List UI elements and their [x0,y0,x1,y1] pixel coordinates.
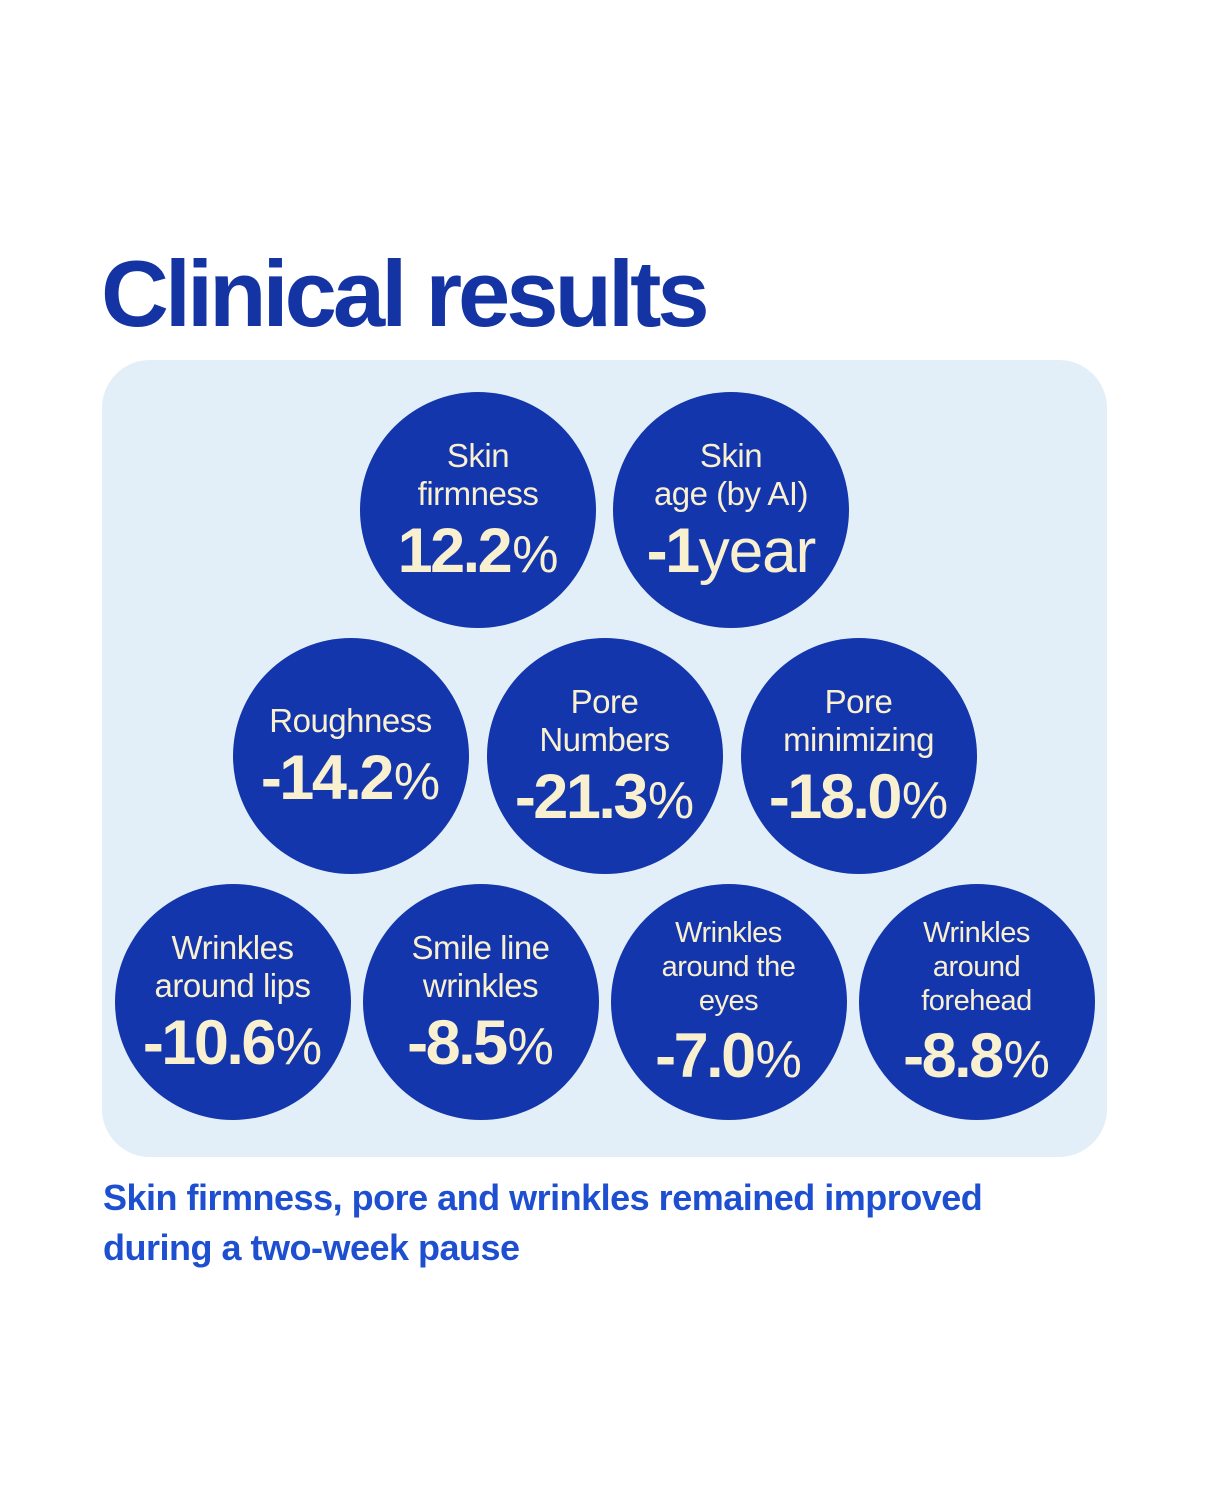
stat-bubble-roughness: Roughness -14.2% [232,638,469,874]
stat-label: Roughness [269,701,432,739]
stat-number: -8.8 [903,1021,1004,1092]
stat-number: -21.3 [514,762,649,833]
stat-number: -1 [646,516,701,587]
stat-unit: % [507,1018,554,1077]
stat-bubble-skin-age: Skin age (by AI) -1year [613,392,849,628]
stat-label: Smile line wrinkles [411,928,550,1004]
stat-number: -14.2 [260,743,395,814]
stat-unit: % [647,772,695,831]
stat-label: Pore minimizing [783,682,934,758]
stat-value: -8.8% [903,1025,1050,1088]
stat-label: Skin age (by AI) [653,436,809,512]
footnote-text: Skin firmness, pore and wrinkles remaine… [103,1177,983,1268]
stat-value: 12.2% [398,520,559,583]
stat-bubble-smile-line: Smile line wrinkles -8.5% [362,884,599,1120]
stat-unit: year [698,517,817,587]
stat-number: 12.2 [397,516,513,587]
stat-value: -8.5% [407,1012,554,1075]
page-title: Clinical results [101,241,710,346]
stat-value: -14.2% [261,747,440,810]
stat-number: -8.5 [407,1008,508,1079]
stat-bubble-wrinkles-eyes: Wrinkles around the eyes -7.0% [610,884,847,1120]
stat-unit: % [393,753,441,812]
stat-bubble-skin-firmness: Skin firmness 12.2% [360,392,596,628]
stat-label: Wrinkles around the eyes [661,916,796,1018]
bubble-row-3: Wrinkles around lips -10.6% Smile line w… [114,884,1095,1120]
stat-number: -18.0 [768,762,903,833]
stat-label: Skin firmness [417,436,539,512]
stat-label: Pore Numbers [539,682,670,758]
stat-value: -1year [647,517,817,587]
stat-label: Wrinkles around lips [154,928,311,1004]
stat-bubble-pore-numbers: Pore Numbers -21.3% [486,638,723,874]
stat-number: -10.6 [142,1008,277,1079]
stat-unit: % [512,526,559,585]
stat-value: -10.6% [143,1012,322,1075]
stat-number: -7.0 [655,1021,756,1092]
stat-value: -21.3% [515,766,694,829]
bubble-row-2: Roughness -14.2% Pore Numbers -21.3% Por… [232,638,977,874]
stat-unit: % [1003,1031,1050,1090]
stat-unit: % [901,772,949,831]
stat-unit: % [755,1031,802,1090]
stat-bubble-wrinkles-forehead: Wrinkles around forehead -8.8% [858,884,1095,1120]
stat-value: -7.0% [655,1025,802,1088]
stat-bubble-pore-minimizing: Pore minimizing -18.0% [740,638,977,874]
stat-label: Wrinkles around forehead [921,916,1032,1018]
stat-bubble-wrinkles-lips: Wrinkles around lips -10.6% [114,884,351,1120]
stat-unit: % [275,1018,323,1077]
results-panel: Skin firmness 12.2% Skin age (by AI) -1y… [102,360,1107,1157]
bubble-row-1: Skin firmness 12.2% Skin age (by AI) -1y… [360,392,849,628]
stat-value: -18.0% [769,766,948,829]
